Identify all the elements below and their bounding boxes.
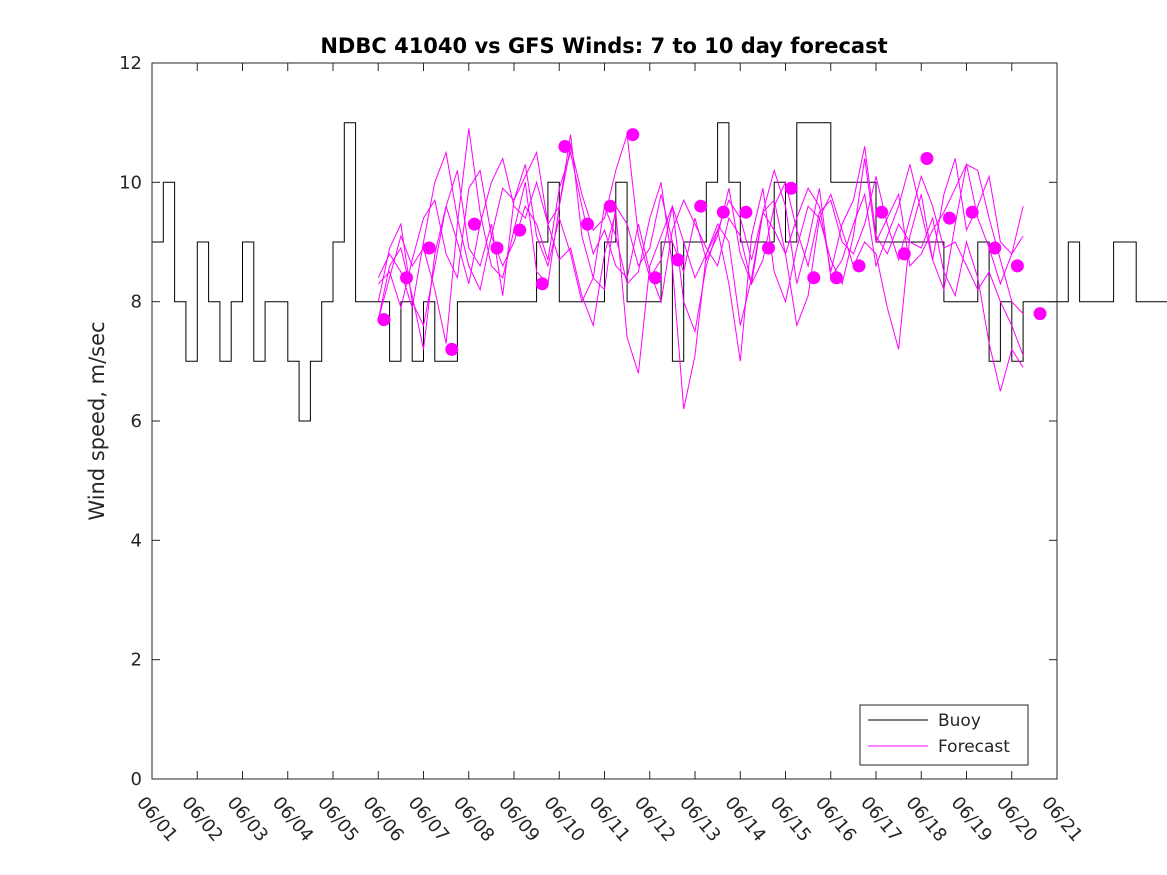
forecast-marker	[1033, 307, 1047, 321]
chart-title: NDBC 41040 vs GFS Winds: 7 to 10 day for…	[320, 34, 887, 58]
forecast-marker	[852, 259, 866, 273]
forecast-marker	[762, 241, 775, 255]
y-tick-label: 12	[119, 53, 142, 74]
forecast-marker	[422, 241, 436, 255]
forecast-marker	[784, 181, 798, 195]
forecast-marker	[603, 199, 617, 213]
forecast-marker	[694, 199, 708, 213]
forecast-marker	[920, 152, 934, 165]
plot-area	[152, 63, 1057, 779]
legend-buoy-label: Buoy	[938, 711, 981, 731]
buoy-series-line	[152, 122, 1167, 422]
y-axis-label: Wind speed, m/sec	[85, 321, 109, 520]
forecast-marker	[581, 217, 594, 231]
forecast-series-line-2	[377, 134, 1024, 392]
forecast-marker	[400, 271, 413, 285]
forecast-marker	[490, 241, 504, 255]
forecast-marker	[965, 205, 979, 219]
forecast-marker	[467, 217, 481, 231]
forecast-marker	[1010, 259, 1024, 273]
forecast-marker	[626, 128, 640, 142]
y-tick-label: 10	[119, 172, 142, 193]
forecast-marker	[513, 223, 527, 237]
series-layer	[152, 122, 1167, 422]
forecast-series-line-4	[377, 150, 1024, 410]
forecast-series-line-1	[377, 128, 1024, 344]
y-tick-label: 2	[131, 650, 142, 671]
forecast-marker	[558, 140, 572, 153]
y-tick-label: 6	[131, 411, 142, 432]
forecast-marker	[988, 241, 1002, 255]
forecast-marker	[648, 271, 662, 285]
y-tick-label: 0	[131, 769, 142, 790]
y-tick-label: 8	[131, 292, 142, 313]
forecast-marker	[943, 211, 956, 225]
legend-forecast-label: Forecast	[938, 737, 1010, 757]
legend-box	[859, 704, 1029, 766]
forecast-marker	[535, 277, 549, 291]
forecast-marker	[716, 205, 730, 219]
forecast-marker	[445, 342, 459, 356]
forecast-marker	[377, 313, 391, 327]
forecast-marker	[739, 205, 753, 219]
forecast-marker	[897, 247, 911, 261]
forecast-marker	[875, 205, 889, 219]
forecast-marker	[829, 271, 843, 285]
forecast-series-line-5	[377, 150, 1024, 356]
forecast-marker	[807, 271, 821, 285]
y-tick-label: 4	[131, 530, 142, 551]
forecast-marker	[671, 253, 685, 267]
legend: Buoy Forecast	[859, 704, 1029, 766]
